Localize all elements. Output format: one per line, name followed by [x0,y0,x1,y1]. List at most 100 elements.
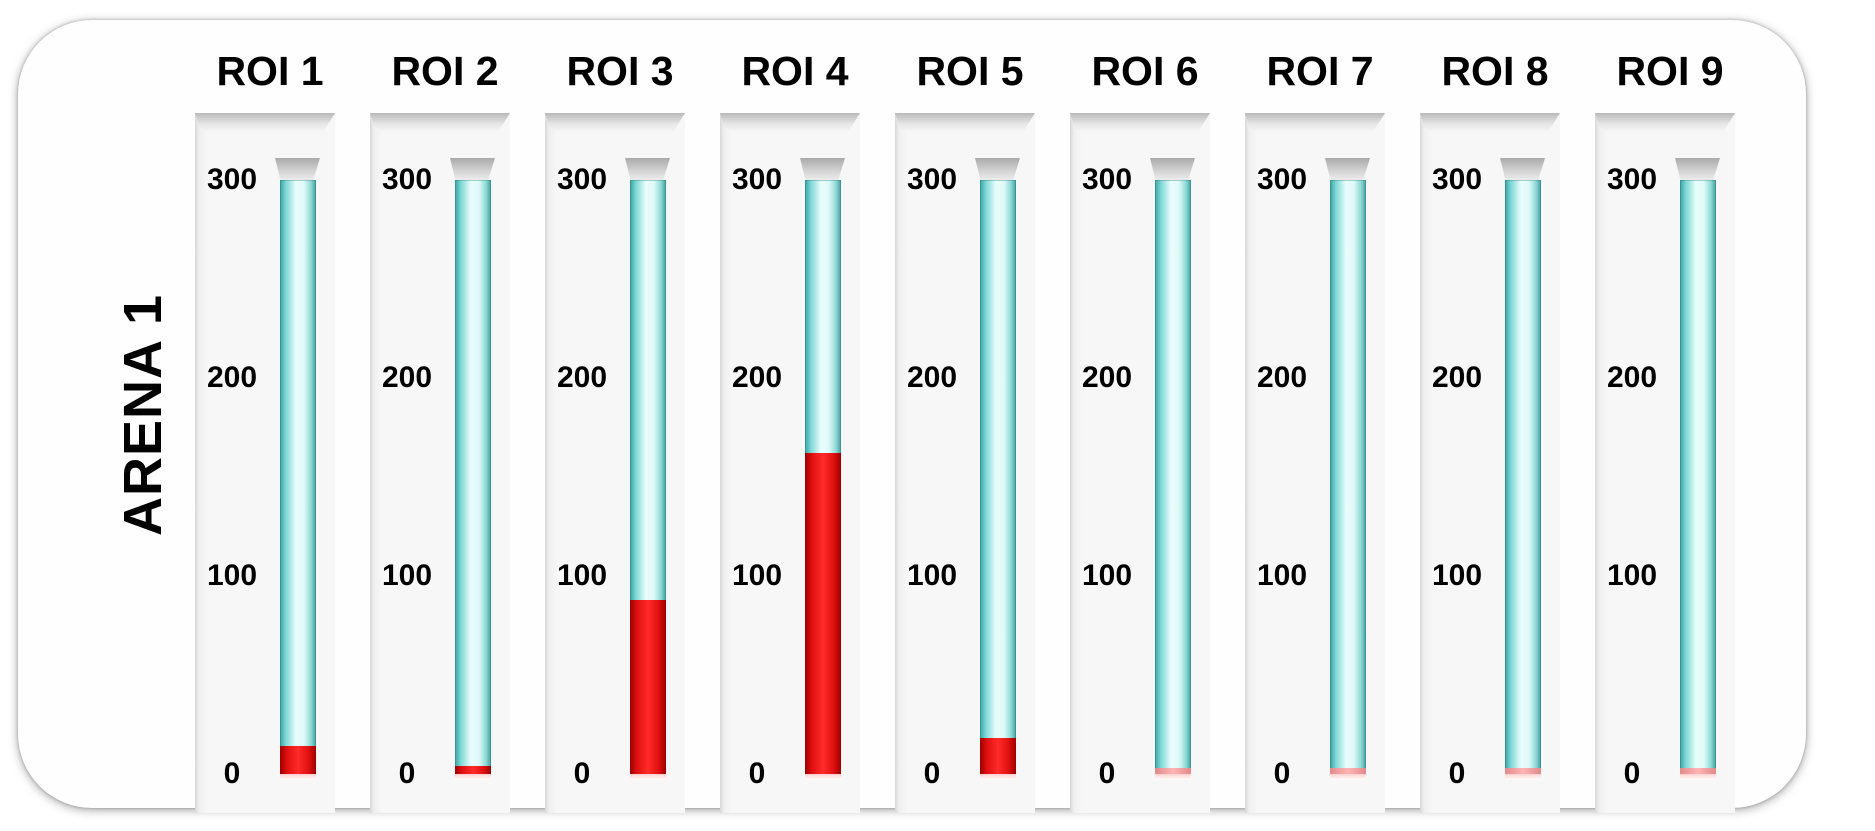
tube-base [455,774,491,780]
y-tick-label: 300 [731,163,783,196]
roi-gauge: ROI 6 0 100 200 300 [1070,0,1220,831]
gauge-track-cap [1595,113,1735,131]
gauge-fill-bar [1330,768,1366,774]
y-tick-label: 100 [1256,559,1308,592]
y-tick-label: 300 [1256,163,1308,196]
y-tick-label: 100 [206,559,258,592]
gauge-tube [455,180,491,774]
y-tick-label: 200 [731,361,783,394]
gauge-fill-bar [1505,768,1541,774]
y-tick-label: 300 [556,163,608,196]
gauge-tube [1330,180,1366,774]
gauge-track-cap [895,113,1035,131]
gauge-tube [980,180,1016,774]
gauge-track-cap [1245,113,1385,131]
tube-cap [1500,158,1545,180]
y-tick-label: 0 [1448,757,1466,790]
gauge-track-cap [1420,113,1560,131]
gauge-fill-bar [280,746,316,774]
gauge-fill-bar [1155,768,1191,774]
gauge-track-cap [720,113,860,131]
tube-cap [625,158,670,180]
roi-title: ROI 1 [216,48,324,94]
tube-base [1155,774,1191,780]
tube-base [1330,774,1366,780]
y-tick-label: 300 [906,163,958,196]
y-tick-label: 100 [906,559,958,592]
y-tick-label: 0 [398,757,416,790]
tube-cap [975,158,1020,180]
roi-gauge: ROI 1 0 100 200 300 [195,0,345,831]
gauge-track-cap [545,113,685,131]
y-tick-label: 0 [1098,757,1116,790]
roi-title: ROI 8 [1441,48,1549,94]
roi-title: ROI 9 [1616,48,1724,94]
roi-gauge: ROI 7 0 100 200 300 [1245,0,1395,831]
tube-cap [275,158,320,180]
gauge-fill-bar [980,738,1016,774]
roi-gauge: ROI 9 0 100 200 300 [1595,0,1745,831]
y-tick-label: 300 [381,163,433,196]
y-tick-label: 200 [556,361,608,394]
gauge-tube [1155,180,1191,774]
y-tick-label: 200 [906,361,958,394]
y-tick-label: 200 [1256,361,1308,394]
y-tick-label: 0 [223,757,241,790]
y-tick-label: 200 [206,361,258,394]
gauge-tube [280,180,316,774]
tube-cap [1325,158,1370,180]
tube-base [280,774,316,780]
roi-gauge: ROI 5 0 100 200 300 [895,0,1045,831]
gauge-fill-bar [1680,768,1716,774]
roi-title: ROI 5 [916,48,1024,94]
y-tick-label: 0 [1623,757,1641,790]
y-tick-label: 300 [1431,163,1483,196]
y-tick-label: 100 [1606,559,1658,592]
roi-gauge: ROI 8 0 100 200 300 [1420,0,1570,831]
y-tick-label: 200 [1606,361,1658,394]
y-tick-label: 300 [1606,163,1658,196]
gauge-fill-bar [805,453,841,774]
gauge-fill-bar [630,599,666,774]
gauge-tube [805,180,841,774]
y-tick-label: 100 [1431,559,1483,592]
gauge-tube [1505,180,1541,774]
y-tick-label: 0 [1273,757,1291,790]
roi-title: ROI 3 [566,48,674,94]
tube-base [1680,774,1716,780]
tube-base [630,774,666,780]
arena-label: ARENA 1 [113,293,173,537]
y-tick-label: 300 [206,163,258,196]
y-tick-label: 100 [556,559,608,592]
tube-base [980,774,1016,780]
gauge-track-cap [1070,113,1210,131]
gauge-tube [630,180,666,774]
roi-title: ROI 6 [1091,48,1199,94]
y-tick-label: 200 [1081,361,1133,394]
roi-gauge: ROI 2 0 100 200 300 [370,0,520,831]
y-tick-label: 300 [1081,163,1133,196]
gauge-fill-bar [455,766,491,774]
gauge-tube [1680,180,1716,774]
tube-base [805,774,841,780]
roi-title: ROI 2 [391,48,499,94]
tube-base [1505,774,1541,780]
gauge-track-cap [370,113,510,131]
y-tick-label: 0 [748,757,766,790]
tube-cap [800,158,845,180]
roi-gauge: ROI 3 0 100 200 300 [545,0,695,831]
gauge-track-cap [195,113,335,131]
y-tick-label: 100 [731,559,783,592]
y-tick-label: 200 [381,361,433,394]
roi-title: ROI 4 [741,48,849,94]
y-tick-label: 0 [923,757,941,790]
roi-gauge: ROI 4 0 100 200 300 [720,0,870,831]
tube-cap [1675,158,1720,180]
y-tick-label: 100 [381,559,433,592]
roi-title: ROI 7 [1266,48,1374,94]
y-tick-label: 100 [1081,559,1133,592]
y-tick-label: 0 [573,757,591,790]
tube-cap [450,158,495,180]
tube-cap [1150,158,1195,180]
y-tick-label: 200 [1431,361,1483,394]
